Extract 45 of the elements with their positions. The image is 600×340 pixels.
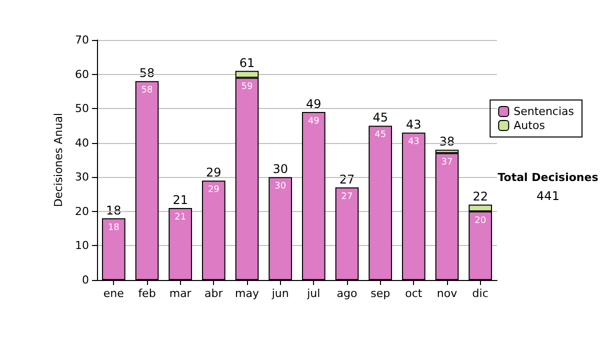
x-tick-label: mar xyxy=(169,287,192,300)
total-label: 61 xyxy=(239,56,255,70)
legend-label: Autos xyxy=(514,119,546,132)
x-tick-label: sep xyxy=(370,287,390,300)
x-tick-label: ago xyxy=(336,287,358,300)
x-tick-label: oct xyxy=(405,287,423,300)
text: 441 xyxy=(536,189,560,203)
x-tick-label: jun xyxy=(270,287,289,300)
total-label: 21 xyxy=(172,193,188,207)
data-label: 59 xyxy=(241,82,253,92)
data-label: 29 xyxy=(208,185,220,196)
x-tick-label: nov xyxy=(436,287,458,300)
y-tick-label: 30 xyxy=(75,170,89,184)
y-tick-label: 40 xyxy=(75,136,89,150)
total-label: 30 xyxy=(272,162,288,176)
text: Total Decisiones xyxy=(498,171,599,184)
x-tick-label: feb xyxy=(138,287,156,300)
y-tick-label: 20 xyxy=(75,204,89,218)
total-label: 49 xyxy=(306,97,322,111)
total-label: 43 xyxy=(406,118,422,132)
legend-label: Sentencias xyxy=(514,105,574,118)
data-label: 45 xyxy=(374,130,386,140)
x-tick-label: may xyxy=(235,287,260,300)
data-label: 43 xyxy=(408,137,420,148)
data-label: 21 xyxy=(174,212,186,222)
total-label: 45 xyxy=(372,110,388,125)
y-axis-title: Decisiones Anual xyxy=(52,112,66,208)
y-tick-label: 50 xyxy=(75,102,89,116)
x-tick-label: abr xyxy=(204,287,224,300)
y-tick-label: 60 xyxy=(75,68,89,81)
total-label: 22 xyxy=(472,190,488,204)
data-label: 27 xyxy=(341,192,353,202)
y-tick-label: 70 xyxy=(75,34,89,46)
y-tick-label: 10 xyxy=(75,239,89,252)
total-label: 29 xyxy=(206,166,222,180)
y-tick-label: 0 xyxy=(82,274,89,286)
x-tick-label: dic xyxy=(472,287,488,300)
data-label: 18 xyxy=(108,222,120,233)
data-label: 37 xyxy=(441,158,453,168)
data-label: 49 xyxy=(308,116,320,126)
data-label: 20 xyxy=(474,216,486,226)
x-tick-label: jul xyxy=(306,287,320,300)
data-label: 30 xyxy=(274,182,286,192)
x-tick-label: ene xyxy=(103,287,124,300)
data-label: 58 xyxy=(141,86,153,96)
